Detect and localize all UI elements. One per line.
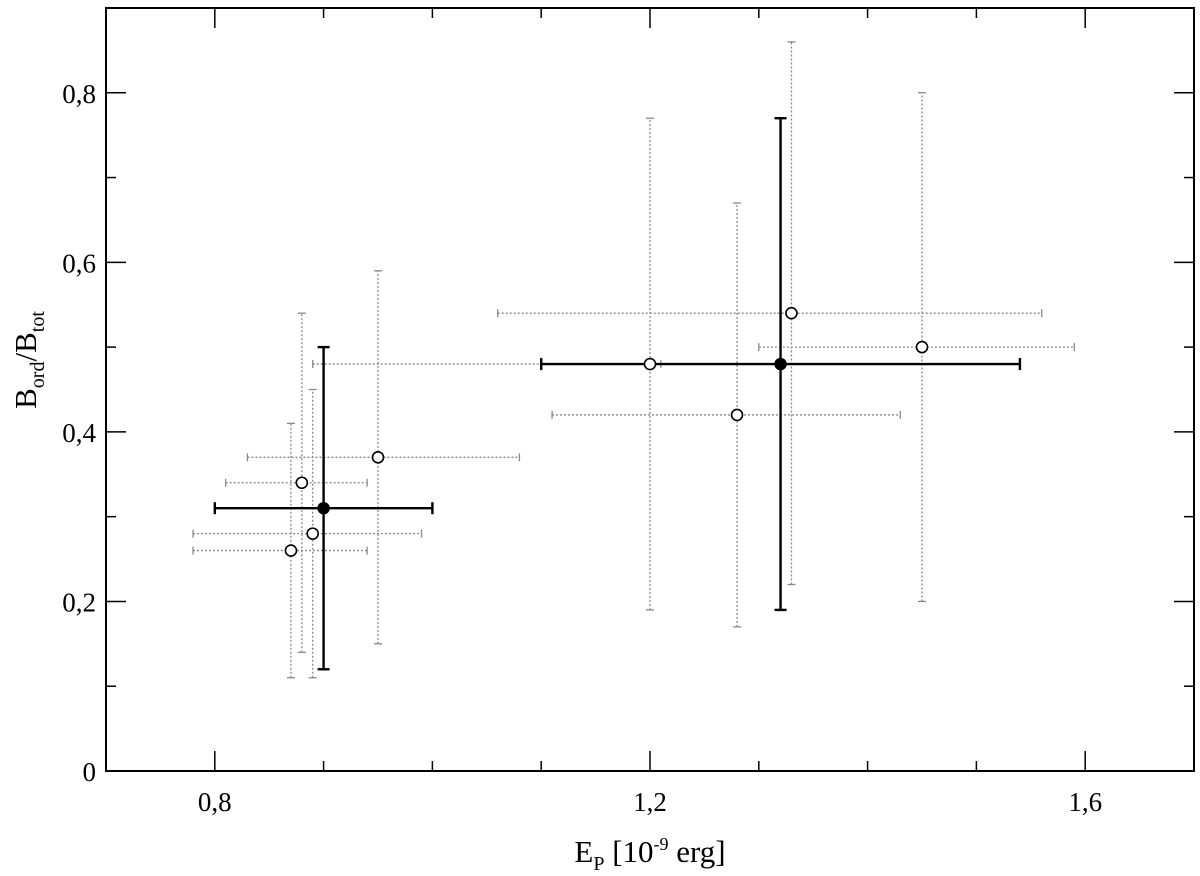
y-axis-label: Bord/Btot: [8, 311, 49, 409]
filled-point: [774, 357, 787, 371]
axis-ticks: [106, 8, 1194, 771]
open-point: [371, 451, 385, 464]
y-tick-label: 0,6: [62, 248, 96, 278]
y-tick-label: 0: [83, 757, 97, 787]
error-bar: [497, 41, 1043, 586]
error-bars: [192, 41, 1075, 679]
open-point: [284, 544, 298, 557]
y-tick-label: 0,8: [62, 79, 96, 109]
open-point: [915, 340, 929, 354]
data-points: [284, 306, 929, 557]
open-point: [730, 408, 744, 422]
x-axis-label: EP [10-9 erg]: [574, 834, 725, 875]
open-point: [295, 476, 309, 490]
y-tick-label: 0,2: [62, 587, 96, 617]
error-bar: [551, 202, 901, 628]
open-point: [785, 306, 798, 320]
x-tick-label: 0,8: [198, 787, 232, 817]
x-tick-label: 1,6: [1068, 787, 1102, 817]
open-point: [306, 527, 320, 540]
tick-labels: 0,8 1,2 1,6 0 0,2 0,4 0,6 0,8: [62, 79, 1102, 817]
y-tick-label: 0,4: [62, 418, 96, 448]
open-point: [643, 357, 657, 371]
filled-point: [317, 501, 330, 515]
x-tick-label: 1,2: [633, 787, 667, 817]
error-bar: [192, 422, 368, 679]
